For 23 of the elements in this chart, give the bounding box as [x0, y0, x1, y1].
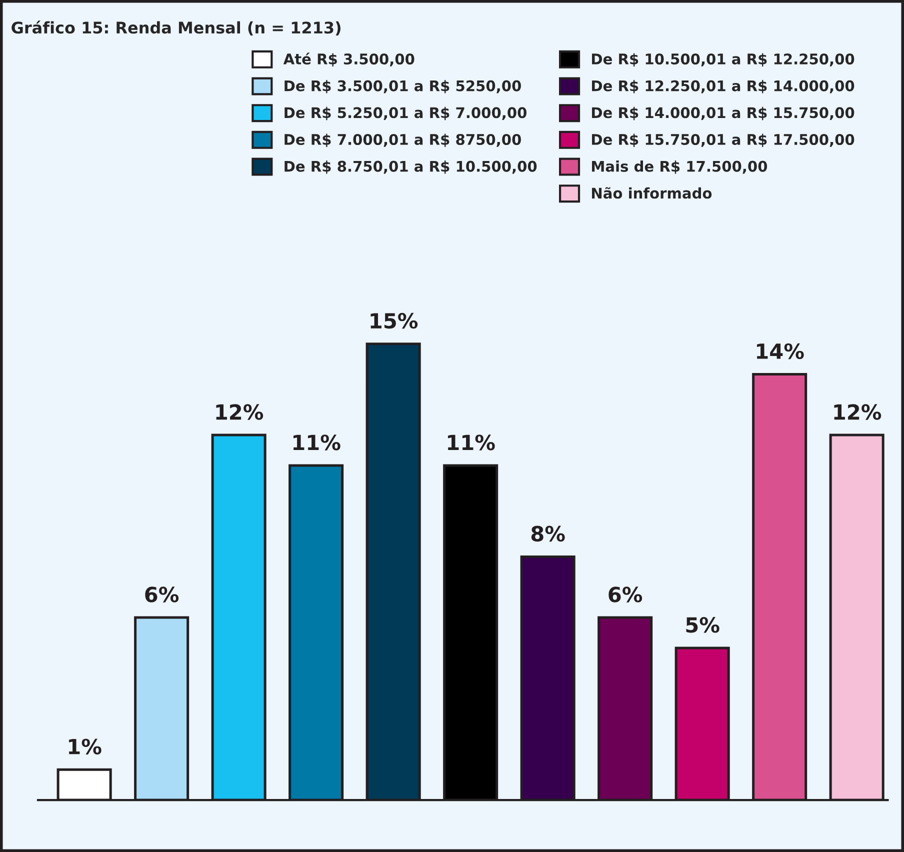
- legend-label: De R$ 5.250,01 a R$ 7.000,00: [284, 106, 527, 120]
- legend-label: Até R$ 3.500,00: [283, 52, 414, 66]
- legend-label: De R$ 8.750,01 a R$ 10.500,00: [284, 160, 537, 174]
- chart-title: Gráfico 15: Renda Mensal (n = 1213): [12, 20, 340, 36]
- data-label: 1%: [68, 738, 102, 754]
- legend-label: Não informado: [592, 187, 712, 199]
- legend-label: De R$ 15.750,01 a R$ 17.500,00: [592, 134, 854, 147]
- data-label: 14%: [756, 343, 804, 360]
- legend-label: De R$ 12.250,01 a R$ 14.000,00: [592, 80, 854, 94]
- legend-label: De R$ 7.000,01 a R$ 8750,00: [284, 134, 521, 147]
- data-label: 8%: [531, 526, 565, 542]
- legend-label: Mais de R$ 17.500,00: [592, 160, 768, 174]
- data-label: 5%: [686, 617, 720, 633]
- legend-label: De R$ 10.500,01 a R$ 12.250,00: [592, 53, 854, 66]
- data-label: 6%: [608, 586, 642, 602]
- data-label: 11%: [293, 434, 340, 450]
- data-label: 12%: [216, 404, 264, 420]
- data-label: 12%: [834, 404, 882, 420]
- legend-label: De R$ 3.500,01 a R$ 5250,00: [284, 80, 521, 94]
- legend-label: De R$ 14.000,01 a R$ 15.750,00: [592, 106, 854, 120]
- data-label: 15%: [370, 312, 418, 329]
- data-label: 11%: [448, 434, 495, 450]
- data-label: 6%: [145, 586, 179, 602]
